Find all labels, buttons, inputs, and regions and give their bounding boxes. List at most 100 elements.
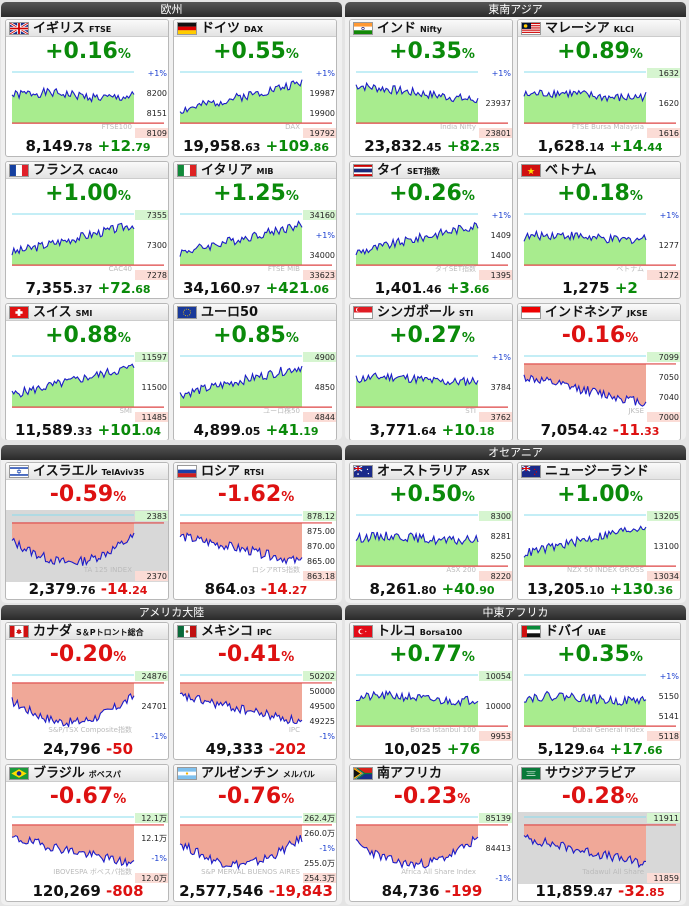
tick-label: 4844 xyxy=(315,413,335,422)
change-percent: +0.77% xyxy=(350,641,512,672)
price-dec: .76 xyxy=(76,584,96,597)
country-label: メキシコ xyxy=(201,624,254,639)
card-header: サウジアラビア xyxy=(518,765,680,782)
percent-value: +0.89 xyxy=(557,39,630,64)
percent-value: -0.20 xyxy=(49,642,114,667)
country-label: シンガポール xyxy=(377,305,456,320)
index-card[interactable]: マレーシア KLCI +0.89% FTSE Bursa Malaysia 1632 16… xyxy=(517,19,681,157)
index-card[interactable]: スイス SMI +0.88% SMI 11597 11500 11485 11,589.33 … xyxy=(5,303,169,440)
tick-badge xyxy=(479,128,512,138)
tick-label: 7278 xyxy=(147,271,167,280)
country-label: ベトナム xyxy=(545,163,597,178)
singapore-flag-icon xyxy=(353,306,373,319)
index-code: TelAviv35 xyxy=(101,468,145,477)
index-code: SET指数 xyxy=(407,167,440,176)
chart-watermark: ASX 200 xyxy=(446,566,476,574)
index-card[interactable]: イタリア MIB +1.25% FTSE MIB 34160 +1% 34000 33623 3… xyxy=(173,161,337,299)
index-card[interactable]: ロシア RTSI -1.62% ロシアRTS指数 878.12 875.00 870.00 8… xyxy=(173,462,337,600)
change-int: +109 xyxy=(260,137,310,155)
price-int: 2,379 xyxy=(28,580,77,598)
index-card[interactable]: アルゼンチン メルバル -0.76% S&P MERVAL BUENOS AIRES 2… xyxy=(173,764,337,902)
price-dec: .37 xyxy=(72,283,93,296)
tick-label: 5118 xyxy=(659,732,679,741)
section-header: オセアニア xyxy=(345,445,686,460)
chart-area xyxy=(180,824,302,869)
change-dec: .86 xyxy=(309,141,330,154)
percent-unit: % xyxy=(629,490,643,505)
index-card[interactable]: ドイツ DAX +0.55% DAX +1% 19987 19900 19792 19,958.… xyxy=(173,19,337,157)
tick-badge xyxy=(303,352,336,362)
country-label: スイス xyxy=(33,305,72,320)
tick-label: 2370 xyxy=(147,572,167,581)
index-card[interactable]: インド Nifty +0.35% India Nifty +1% 23937 23801 23… xyxy=(349,19,513,157)
change-percent: +0.16% xyxy=(6,38,168,69)
section-header: 東南アジア xyxy=(345,2,686,17)
price-row: 10,025 +76 xyxy=(350,739,512,759)
tick-label: 7300 xyxy=(147,241,167,250)
percent-value: -0.41 xyxy=(217,642,282,667)
tick-label: 8200 xyxy=(147,89,167,98)
index-card[interactable]: ニュージーランド +1.00% NZX 50 INDEX GROSS 13205 131… xyxy=(517,462,681,600)
change-percent: +1.25% xyxy=(174,180,336,211)
change-percent: +0.50% xyxy=(350,481,512,512)
index-card[interactable]: シンガポール STI +0.27% STI +1% 3784 3762 3,771.64 +1… xyxy=(349,303,513,440)
change-dec: .79 xyxy=(131,141,151,154)
tick-badge xyxy=(647,352,680,362)
chart-area xyxy=(356,373,478,408)
price-row: 23,832.45 +82.25 xyxy=(350,136,512,156)
index-card[interactable]: メキシコ IPC -0.41% IPC 50202 50000 49500 49225 -1% 4… xyxy=(173,622,337,760)
index-card[interactable]: オーストラリア ASX +0.50% ASX 200 8300 8281 8250 8220 8… xyxy=(349,462,513,600)
tick-label: 1272 xyxy=(659,271,679,280)
index-card[interactable]: ベトナム +0.18% ベトナム +1% 1277 1272 1,275 +2 xyxy=(517,161,681,299)
change-dec: .68 xyxy=(131,283,151,296)
price-row: 13,205.10 +130.36 xyxy=(518,579,680,599)
index-card[interactable]: トルコ Borsa100 +0.77% Borsa Istanbul 100 10054… xyxy=(349,622,513,760)
change-int: -32 xyxy=(612,882,646,900)
price-line xyxy=(11,86,135,103)
change-dec: .66 xyxy=(643,744,663,757)
index-card[interactable]: タイ SET指数 +0.26% タイSET指数 +1% 1409 1400 1395 1,401… xyxy=(349,161,513,299)
change-int: +41 xyxy=(260,421,300,439)
country-name: スイス SMI xyxy=(33,304,92,322)
index-chart: India Nifty +1% 23937 23801 xyxy=(355,69,512,138)
section-header: 欧州 xyxy=(1,2,342,17)
country-label: ドイツ xyxy=(201,21,241,36)
price-line xyxy=(179,834,303,871)
change-percent: +1.00% xyxy=(6,180,168,211)
index-card[interactable]: ブラジル ボベスパ -0.67% IBOVESPA ボベスパ指数 12.1万 12.1万 -… xyxy=(5,764,169,902)
index-card[interactable]: イスラエル TelAviv35 -0.59% TA 125 INDEX 2383 2370… xyxy=(5,462,169,600)
index-card[interactable]: インドネシア JKSE -0.16% JKSE 7099 7050 7040 7000 7,05… xyxy=(517,303,681,440)
tick-label: 13205 xyxy=(654,512,679,521)
country-name: ベトナム xyxy=(545,162,601,180)
index-chart: ベトナム +1% 1277 1272 xyxy=(523,211,680,280)
chart-area xyxy=(12,824,134,866)
tick-label: 34000 xyxy=(310,251,335,260)
tick-label: 84413 xyxy=(486,844,511,853)
price-row: 1,401.46 +3.66 xyxy=(350,278,512,298)
change-percent: +0.18% xyxy=(518,180,680,211)
canada-flag-icon xyxy=(9,625,29,638)
index-card[interactable]: カナダ S＆Pトロント総合 -0.20% S&P/TSX Composite指数 248… xyxy=(5,622,169,760)
index-card[interactable]: サウジアラビア -0.28% Tadawul All Share 11911 11859… xyxy=(517,764,681,902)
price-line xyxy=(179,220,303,257)
index-card[interactable]: ドバイ UAE +0.35% Dubai General Index +1% 5150 51… xyxy=(517,622,681,760)
tick-label: 8300 xyxy=(491,512,511,521)
card-header: カナダ S＆Pトロント総合 xyxy=(6,623,168,640)
index-card[interactable]: イギリス FTSE +0.16% FTSE100 +1% 8200 8151 8109 8,14… xyxy=(5,19,169,157)
tick-label: 12.1万 xyxy=(141,814,167,823)
card-header: ブラジル ボベスパ xyxy=(6,765,168,782)
chart-area xyxy=(180,221,302,266)
tick-badge xyxy=(479,412,512,422)
chart-watermark: JKSE xyxy=(627,407,644,415)
index-card[interactable]: 南アフリカ -0.23% Africa All Share Index 85139 84… xyxy=(349,764,513,902)
index-card[interactable]: ユーロ50 +0.85% ユーロ株50 4900 4850 4844 4,899.05 +4… xyxy=(173,303,337,440)
card-header: 南アフリカ xyxy=(350,765,512,782)
change-int: -199 xyxy=(439,882,483,900)
tick-badge xyxy=(135,873,168,883)
chart-area xyxy=(180,682,302,724)
price-line xyxy=(355,689,479,707)
price-dec: .63 xyxy=(240,141,261,154)
index-chart: Tadawul All Share 11911 11859 xyxy=(518,812,680,884)
index-card[interactable]: フランス CAC40 +1.00% CAC40 7355 7300 7278 7,355.37… xyxy=(5,161,169,299)
change-percent: -1.62% xyxy=(174,481,336,512)
